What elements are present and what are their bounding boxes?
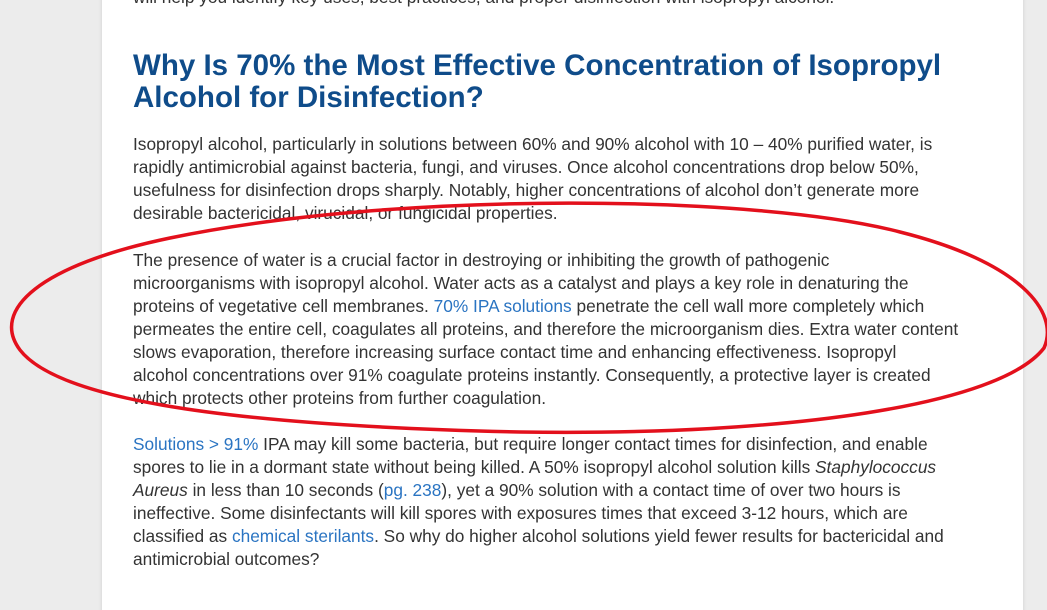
section-heading-line-1: Why Is 70% the Most Effective Concentrat… — [133, 49, 942, 82]
section-heading: Why Is 70% the Most Effective Concentrat… — [133, 50, 1013, 114]
paragraph-high-concentrations: Solutions > 91% IPA may kill some bacter… — [133, 433, 944, 571]
paragraph-line: permeates the entire cell, coagulates al… — [133, 319, 959, 339]
paragraph-line: alcohol concentrations over 91% coagulat… — [133, 365, 931, 385]
chemical-sterilants-link[interactable]: chemical sterilants — [231, 526, 375, 546]
text-run: spores to lie in a dormant state without… — [133, 457, 816, 477]
paragraph-role-of-water: The presence of water is a crucial facto… — [133, 249, 958, 410]
paragraph-line: spores to lie in a dormant state without… — [133, 456, 944, 479]
species-name-italic: Aureus — [133, 480, 188, 500]
ipa-70-solutions-link[interactable]: 70% IPA solutions — [433, 296, 572, 316]
paragraph-line: which protects other proteins from furth… — [133, 388, 547, 408]
paragraph-line: classified as chemical sterilants. So wh… — [133, 525, 944, 548]
paragraph-line: Solutions > 91% IPA may kill some bacter… — [133, 433, 944, 456]
clipped-intro-line: will help you identify key uses, best pr… — [133, 0, 834, 9]
text-run: proteins of vegetative cell membranes. — [133, 296, 434, 316]
paragraph-line: Isopropyl alcohol, particularly in solut… — [133, 134, 933, 154]
species-name-italic: Staphylococcus — [815, 457, 937, 477]
page-238-link[interactable]: pg. 238 — [383, 480, 442, 500]
paragraph-line: The presence of water is a crucial facto… — [133, 250, 830, 270]
paragraph-line: antimicrobial outcomes? — [133, 549, 320, 569]
paragraph-line: slows evaporation, therefore increasing … — [133, 342, 897, 362]
text-run: classified as — [133, 526, 232, 546]
solutions-over-91-link[interactable]: Solutions > 91% — [133, 434, 259, 454]
section-heading-line-2: Alcohol for Disinfection? — [133, 81, 484, 114]
text-run: IPA may kill some bacteria, but require … — [258, 434, 928, 454]
paragraph-line: microorganisms with isopropyl alcohol. W… — [133, 273, 909, 293]
text-run: . So why do higher alcohol solutions yie… — [374, 526, 944, 546]
paragraph-line: proteins of vegetative cell membranes. 7… — [133, 295, 958, 318]
paragraph-line: usefulness for disinfection drops sharpl… — [133, 180, 920, 200]
paragraph-line: desirable bactericidal, virucidal, or fu… — [133, 203, 558, 223]
paragraph-line: rapidly antimicrobial against bacteria, … — [133, 157, 919, 177]
text-run: ), yet a 90% solution with a contact tim… — [441, 480, 901, 500]
paragraph-line: ineffective. Some disinfectants will kil… — [133, 503, 908, 523]
paragraph-line: Aureus in less than 10 seconds (pg. 238)… — [133, 479, 944, 502]
paragraph-concentration-range: Isopropyl alcohol, particularly in solut… — [133, 133, 932, 225]
text-run: in less than 10 seconds ( — [187, 480, 384, 500]
text-run: penetrate the cell wall more completely … — [571, 296, 925, 316]
